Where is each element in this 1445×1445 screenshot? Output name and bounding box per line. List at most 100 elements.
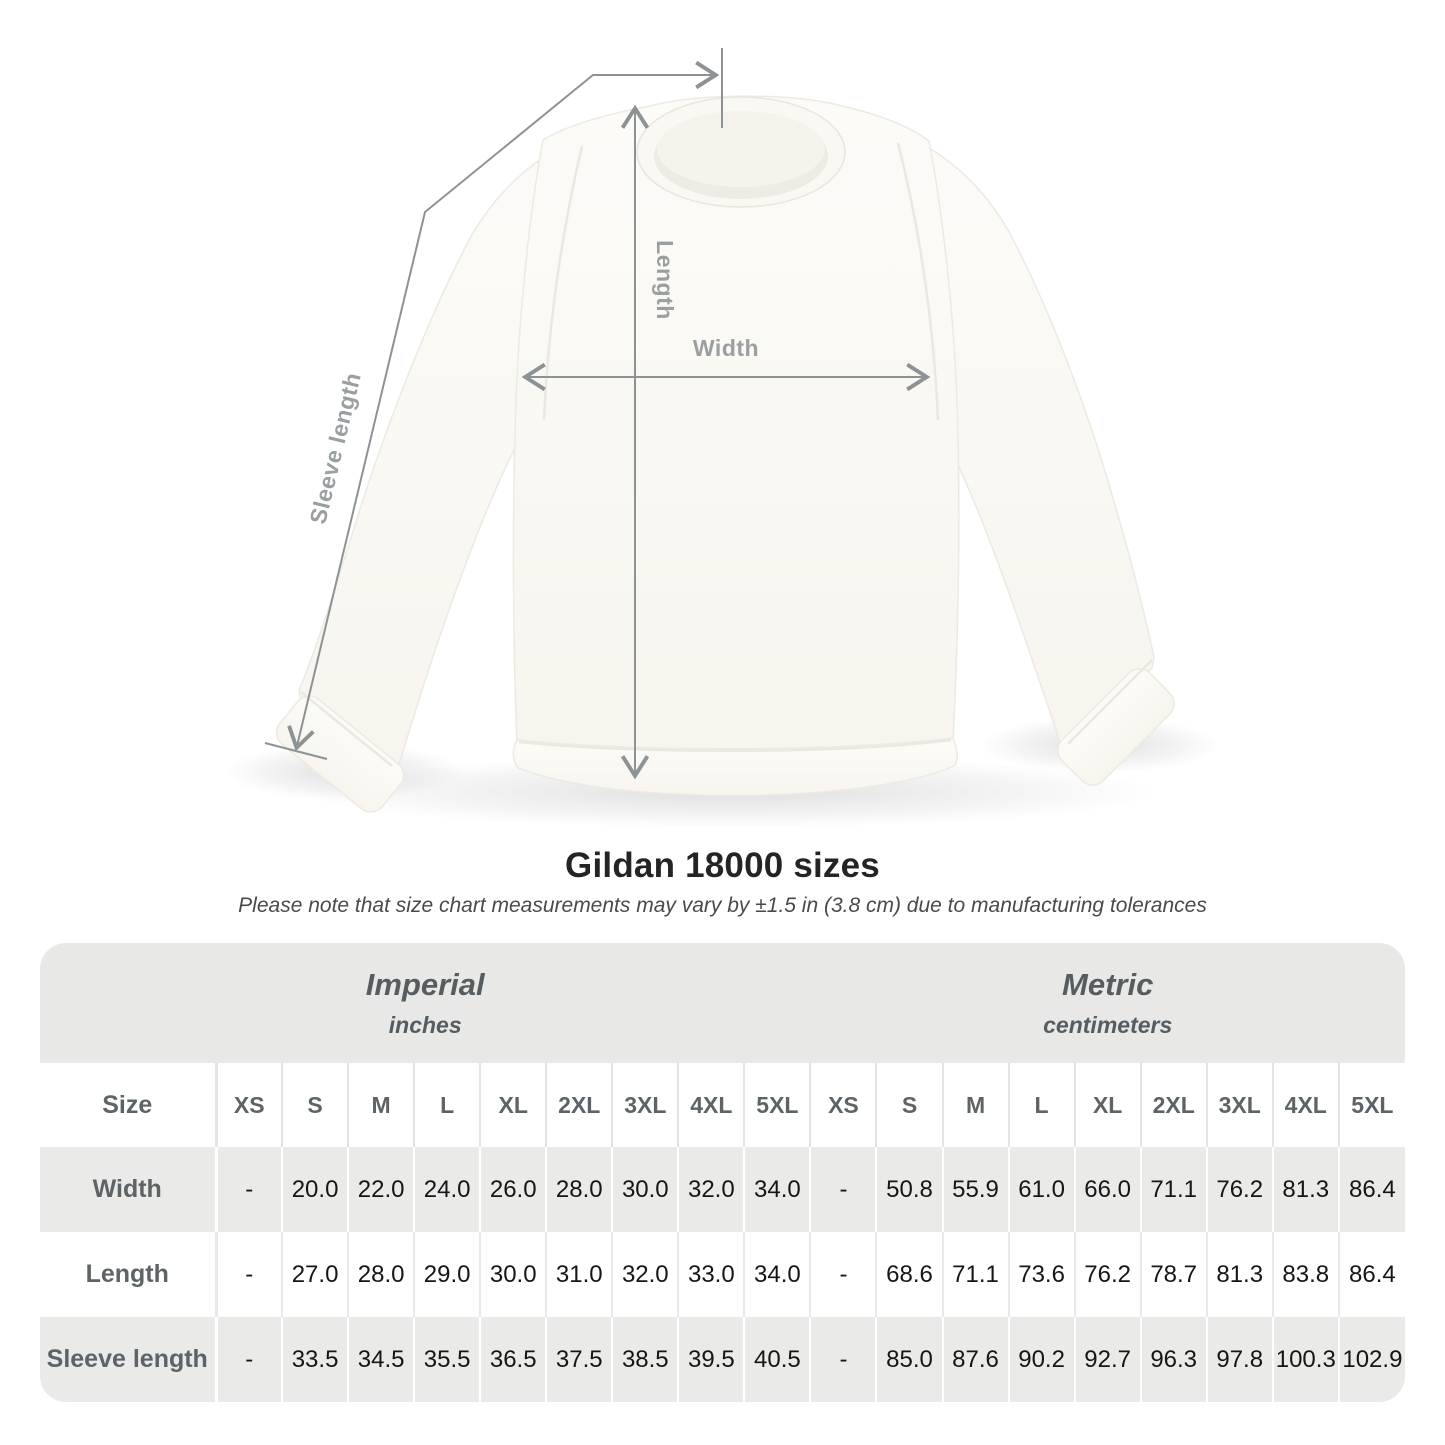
- table-cell: 55.9: [941, 1147, 1009, 1232]
- collar: [636, 96, 846, 208]
- table-cell: 96.3: [1139, 1317, 1207, 1402]
- metric-group-header: Metric centimeters: [810, 943, 1405, 1063]
- table-cell: 90.2: [1007, 1317, 1075, 1402]
- size-col-header: S: [875, 1063, 943, 1147]
- row-label: Length: [85, 1260, 169, 1288]
- table-cell: 34.0: [743, 1232, 811, 1317]
- table-cell: 35.5: [413, 1317, 481, 1402]
- size-col-header: 3XL: [1205, 1063, 1273, 1147]
- table-cell: 22.0: [347, 1147, 415, 1232]
- table-cell: 37.5: [545, 1317, 613, 1402]
- table-cell: 76.2: [1205, 1147, 1273, 1232]
- sleeve-length-label: Sleeve length: [305, 370, 366, 527]
- table-cell: -: [214, 1317, 283, 1402]
- table-cell: 20.0: [281, 1147, 349, 1232]
- size-header-row: Size XS S M L XL 2XL 3XL 4XL 5XL XS S M …: [40, 1063, 1405, 1147]
- table-cell: 32.0: [677, 1147, 745, 1232]
- size-col-header: 4XL: [1271, 1063, 1339, 1147]
- table-cell: 27.0: [281, 1232, 349, 1317]
- table-cell: 66.0: [1073, 1147, 1141, 1232]
- table-cell: 31.0: [545, 1232, 613, 1317]
- row-label: Width: [92, 1175, 162, 1203]
- size-col-header: M: [347, 1063, 415, 1147]
- table-cell: 36.5: [479, 1317, 547, 1402]
- table-cell: 81.3: [1205, 1232, 1273, 1317]
- tolerance-note: Please note that size chart measurements…: [238, 894, 1207, 917]
- size-col-header: 5XL: [743, 1063, 811, 1147]
- table-cell: 78.7: [1139, 1232, 1207, 1317]
- table-cell: 32.0: [611, 1232, 679, 1317]
- size-col-header: S: [281, 1063, 349, 1147]
- size-col-header: 5XL: [1337, 1063, 1405, 1147]
- table-cell: 28.0: [545, 1147, 613, 1232]
- table-cell: 28.0: [347, 1232, 415, 1317]
- table-cell: 29.0: [413, 1232, 481, 1317]
- table-cell: 81.3: [1271, 1147, 1339, 1232]
- table-cell: 92.7: [1073, 1317, 1141, 1402]
- right-cuff: [1057, 668, 1175, 786]
- size-col-header: 2XL: [545, 1063, 613, 1147]
- size-col-header: XL: [1073, 1063, 1141, 1147]
- table-cell: 73.6: [1007, 1232, 1075, 1317]
- table-cell: 71.1: [941, 1232, 1009, 1317]
- table-cell: 83.8: [1271, 1232, 1339, 1317]
- table-cell: -: [214, 1232, 283, 1317]
- size-header-label: Size: [40, 1063, 216, 1147]
- imperial-group-name: Imperial: [365, 967, 485, 1002]
- table-cell: 33.5: [281, 1317, 349, 1402]
- table-cell: 24.0: [413, 1147, 481, 1232]
- metric-group-name: Metric: [1062, 967, 1154, 1002]
- table-cell: 76.2: [1073, 1232, 1141, 1317]
- table-cell: 97.8: [1205, 1317, 1273, 1402]
- size-col-header: L: [413, 1063, 481, 1147]
- size-table: Imperial inches Metric centimeters Size …: [40, 943, 1405, 1402]
- table-cell: 86.4: [1337, 1147, 1405, 1232]
- table-cell: 30.0: [611, 1147, 679, 1232]
- table-cell: 102.9: [1337, 1317, 1405, 1402]
- size-col-header: 4XL: [677, 1063, 745, 1147]
- size-table-container: Imperial inches Metric centimeters Size …: [40, 943, 1405, 1402]
- table-cell: -: [809, 1232, 877, 1317]
- length-row: Length - 27.0 28.0 29.0 30.0 31.0 32.0 3…: [40, 1232, 1405, 1317]
- sleeve-length-line: [287, 60, 720, 752]
- width-row: Width - 20.0 22.0 24.0 26.0 28.0 30.0 32…: [40, 1147, 1405, 1232]
- sweatshirt-diagram: Length Width Sleeve length: [225, 48, 1220, 828]
- table-cell: 87.6: [941, 1317, 1009, 1402]
- size-col-header: L: [1007, 1063, 1075, 1147]
- sweatshirt-shape: [275, 95, 1175, 813]
- table-cell: 34.5: [347, 1317, 415, 1402]
- size-col-header: M: [941, 1063, 1009, 1147]
- table-cell: 61.0: [1007, 1147, 1075, 1232]
- table-cell: 39.5: [677, 1317, 745, 1402]
- table-cell: 86.4: [1337, 1232, 1405, 1317]
- table-cell: 34.0: [743, 1147, 811, 1232]
- table-cell: 71.1: [1139, 1147, 1207, 1232]
- table-cell: 85.0: [875, 1317, 943, 1402]
- table-cell: 50.8: [875, 1147, 943, 1232]
- length-label: Length: [652, 240, 678, 320]
- table-cell: 26.0: [479, 1147, 547, 1232]
- table-cell: 33.0: [677, 1232, 745, 1317]
- metric-group-unit: centimeters: [1043, 1012, 1173, 1038]
- size-col-header: XL: [479, 1063, 547, 1147]
- page-title: Gildan 18000 sizes: [565, 846, 880, 885]
- table-cell: -: [214, 1147, 283, 1232]
- table-cell: -: [809, 1317, 877, 1402]
- table-cell: 68.6: [875, 1232, 943, 1317]
- width-label: Width: [693, 335, 759, 361]
- sleeve-length-row: Sleeve length - 33.5 34.5 35.5 36.5 37.5…: [40, 1317, 1405, 1402]
- product-photo: Length Width Sleeve length: [225, 48, 1220, 828]
- row-label: Sleeve length: [46, 1345, 208, 1373]
- table-cell: -: [809, 1147, 877, 1232]
- size-col-header: 2XL: [1139, 1063, 1207, 1147]
- measurement-lines: [264, 48, 931, 780]
- imperial-group-header: Imperial inches: [40, 943, 811, 1063]
- size-col-header: XS: [214, 1063, 283, 1147]
- table-cell: 30.0: [479, 1232, 547, 1317]
- table-cell: 40.5: [743, 1317, 811, 1402]
- table-cell: 38.5: [611, 1317, 679, 1402]
- size-col-header: 3XL: [611, 1063, 679, 1147]
- unit-group-row: Imperial inches Metric centimeters: [40, 943, 1405, 1063]
- cuff-tick: [264, 742, 328, 760]
- size-col-header: XS: [809, 1063, 877, 1147]
